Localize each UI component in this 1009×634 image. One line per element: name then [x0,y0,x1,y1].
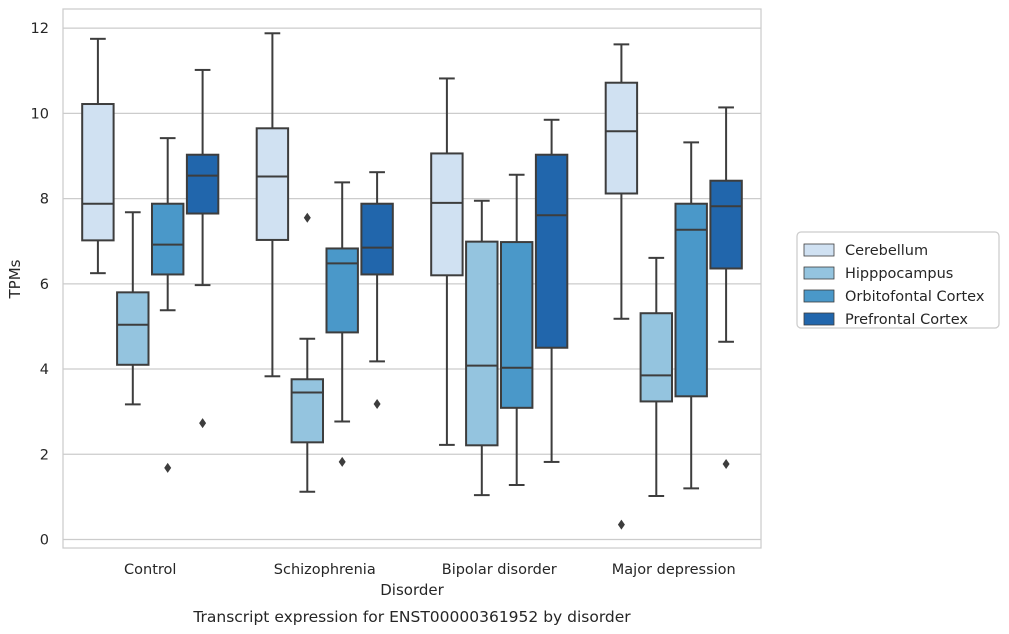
box [639,256,674,498]
x-axis-label: Disorder [380,581,444,599]
box-body [430,152,464,277]
box [499,173,534,486]
outlier-point [303,212,311,223]
y-tick-label: 12 [31,21,49,37]
box [325,181,359,467]
box [430,77,464,446]
y-tick-label: 4 [40,362,49,378]
box-series [81,32,743,530]
box [534,118,569,463]
x-axis-ticks: Control Schizophrenia Bipolar disorder Majo… [124,562,736,578]
legend-item: Hipppocampus [803,266,953,282]
y-tick-label: 2 [40,447,49,463]
box-series-hipppocampus [116,199,674,498]
box-body [604,81,639,195]
box-body [360,202,394,276]
x-tick-label: Schizophrenia [274,562,376,578]
box-series-orbitofontal-cortex [150,137,708,490]
box [185,68,220,429]
box-body [150,202,185,276]
outlier-point [617,519,625,530]
legend-label: Cerebellum [845,243,928,259]
legend: Cerebellum Hipppocampus Orbitofontal Corte… [796,231,1000,329]
x-tick-label: Control [124,562,176,578]
box-body [116,291,150,366]
box [255,32,290,378]
box-series-cerebellum [81,32,639,530]
legend-swatch [803,289,835,303]
y-tick-label: 6 [40,277,49,293]
box-body [534,153,569,349]
x-tick-label: Major depression [612,562,736,578]
legend-item: Orbitofontal Cortex [803,289,985,305]
y-tick-label: 8 [40,192,49,208]
legend-item: Cerebellum [803,243,928,259]
legend-item: Prefrontal Cortex [803,312,968,328]
y-tick-label: 10 [31,106,49,122]
box-body [639,312,674,403]
chart-caption: Transcript expression for ENST0000036195… [192,608,631,626]
box-body [255,127,290,241]
grid-lines [63,27,761,541]
outlier-point [338,456,346,467]
outlier-point [199,418,207,429]
box-body [465,240,499,447]
box [150,137,185,473]
box [290,212,325,493]
box-body [325,247,359,334]
box [81,37,115,275]
outlier-point [373,398,381,409]
y-axis-label: TPMs [6,259,24,299]
box-body [81,103,115,242]
box [604,43,639,530]
box [709,106,743,470]
box [465,199,499,497]
box-body [709,179,743,270]
box-body [499,241,534,409]
plot-area-frame [62,8,762,549]
x-tick-label: Bipolar disorder [442,562,557,578]
box [116,211,150,406]
box-series-prefrontal-cortex [185,68,743,470]
box-body [290,378,325,444]
legend-swatch [803,266,835,280]
outlier-point [722,459,730,470]
y-tick-label: 0 [40,532,49,548]
legend-swatch [803,312,835,326]
legend-swatch [803,243,835,257]
box [360,171,394,409]
legend-label: Prefrontal Cortex [845,312,968,328]
legend-label: Hipppocampus [845,266,953,282]
box-body [185,153,220,215]
outlier-point [164,462,172,473]
box [674,141,708,490]
box-body [674,202,708,398]
y-axis-ticks: 0 2 4 6 8 10 12 [31,21,49,548]
legend-label: Orbitofontal Cortex [845,289,985,305]
legend-frame [796,231,1000,329]
